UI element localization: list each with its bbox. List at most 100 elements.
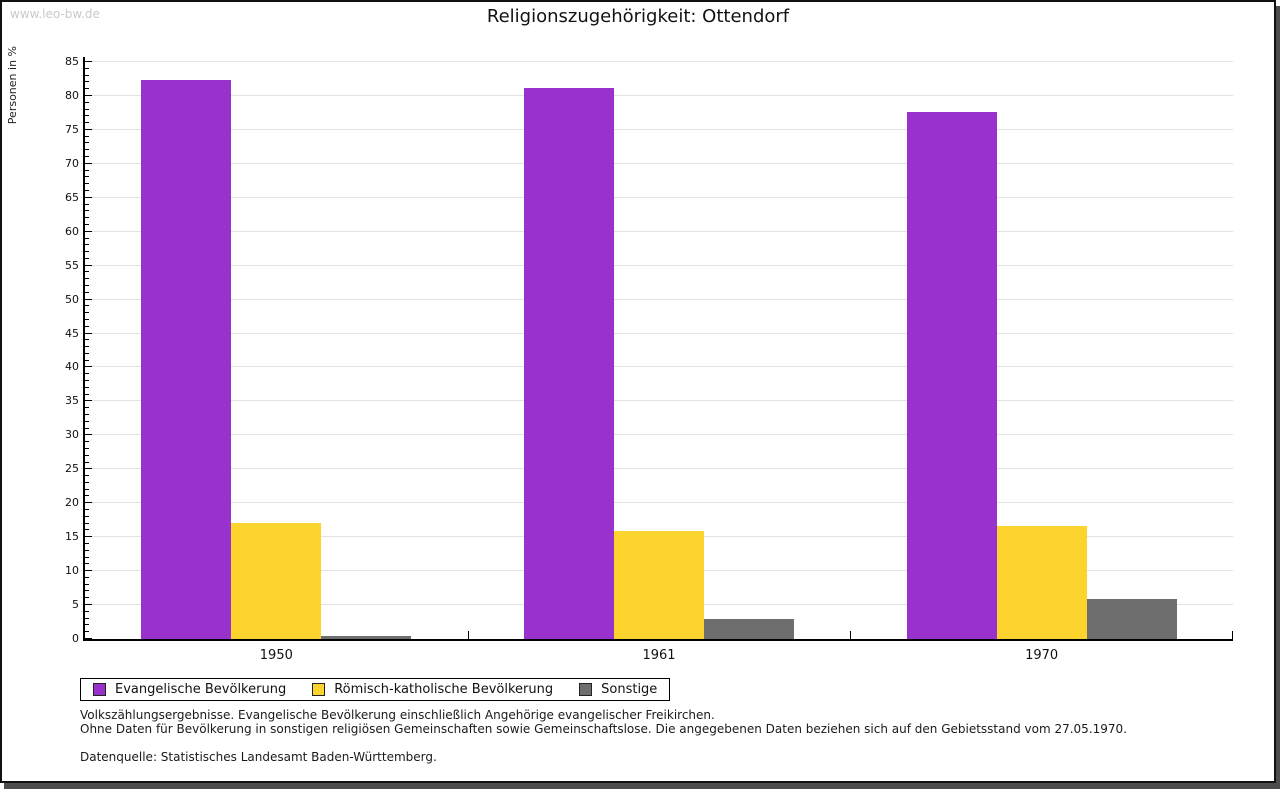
x-tick-label: 1950 — [259, 648, 293, 663]
gridline — [85, 264, 1233, 266]
y-axis-tick — [85, 237, 89, 239]
y-axis-tick — [85, 61, 92, 62]
gridline — [85, 298, 1233, 300]
legend: Evangelische Bevölkerung Römisch-katholis… — [80, 678, 671, 701]
gridline — [85, 230, 1233, 232]
y-axis-tick — [85, 529, 89, 531]
y-axis-tick — [85, 549, 89, 551]
y-axis-tick — [85, 346, 89, 348]
y-axis-tick — [85, 230, 92, 232]
y-tick-label: 75 — [65, 122, 79, 136]
y-axis-tick — [85, 176, 89, 178]
bar-1970-Evangelische Bevölkerung — [906, 111, 997, 639]
y-axis-tick — [85, 203, 89, 205]
y-axis-tick — [85, 115, 89, 117]
legend-swatch-icon — [312, 683, 326, 696]
y-axis-tick — [85, 509, 89, 511]
y-axis-label: Personen in % — [6, 46, 19, 125]
y-tick-label: 85 — [65, 55, 79, 68]
y-axis-tick — [85, 563, 89, 565]
y-axis-tick — [85, 461, 89, 463]
bar-1950-Römisch-katholische Bevölkerung — [231, 522, 322, 639]
gridline — [85, 468, 1233, 470]
data-source: Datenquelle: Statistisches Landesamt Bad… — [80, 750, 437, 764]
y-axis-tick — [85, 264, 92, 266]
y-axis-tick — [85, 74, 89, 76]
y-axis-tick — [85, 339, 89, 341]
y-tick-label: 70 — [65, 156, 79, 170]
y-axis-tick — [85, 454, 89, 456]
y-tick-label: 35 — [65, 394, 79, 408]
y-axis-tick — [85, 536, 92, 538]
y-tick-label: 10 — [65, 564, 79, 578]
y-axis-tick — [85, 590, 89, 592]
y-axis-tick — [85, 257, 89, 259]
bar-1970-Römisch-katholische Bevölkerung — [996, 526, 1087, 639]
gridline — [85, 400, 1233, 402]
watermark: www.leo-bw.de — [10, 7, 100, 21]
y-axis-tick — [85, 583, 89, 585]
x-axis-end-tick — [1232, 631, 1233, 639]
y-axis-tick — [85, 142, 89, 144]
y-axis-tick — [85, 495, 89, 497]
y-tick-label: 30 — [65, 428, 79, 442]
chart-title: Religionszugehörigkeit: Ottendorf — [486, 6, 790, 27]
y-axis-tick — [85, 407, 89, 409]
x-tick-label: 1970 — [1025, 648, 1059, 663]
y-axis-tick — [85, 271, 89, 273]
y-axis-tick — [85, 291, 89, 293]
gridline — [85, 434, 1233, 436]
y-axis-tick — [85, 94, 92, 96]
y-axis-tick — [85, 414, 89, 415]
y-axis-tick — [85, 217, 89, 219]
y-axis-tick — [85, 576, 89, 578]
y-axis-tick — [85, 420, 89, 422]
y-axis-tick — [85, 542, 89, 544]
y-tick-label: 40 — [65, 360, 79, 374]
y-axis-tick — [85, 638, 92, 639]
y-axis-tick — [85, 325, 89, 327]
gridline — [85, 128, 1233, 130]
y-axis-tick — [85, 393, 89, 395]
y-tick-label: 15 — [65, 530, 79, 544]
y-axis-tick — [85, 468, 92, 470]
y-axis-tick — [85, 108, 89, 110]
y-axis-tick — [85, 352, 89, 354]
y-axis-tick — [85, 285, 89, 287]
y-axis-tick — [85, 522, 89, 524]
y-axis-tick — [85, 149, 89, 151]
bar-1950-Evangelische Bevölkerung — [141, 79, 232, 639]
y-tick-label: 25 — [65, 462, 79, 476]
legend-swatch-icon — [579, 683, 593, 696]
legend-item: Sonstige — [579, 682, 657, 697]
y-tick-label: 45 — [65, 326, 79, 340]
y-axis-tick — [85, 88, 89, 90]
y-axis-tick — [85, 189, 89, 191]
y-axis-tick — [85, 488, 89, 490]
x-axis-tick — [850, 631, 852, 639]
y-tick-label: 55 — [65, 258, 79, 272]
plot-area: 0 5 10 15 20 25 30 35 40 45 50 55 60 65 70 75 80 85 1950 19… — [65, 55, 1233, 663]
y-tick-label: 50 — [65, 292, 79, 306]
legend-label: Römisch-katholische Bevölkerung — [334, 682, 554, 697]
bar-1970-Sonstige — [1086, 598, 1177, 639]
y-axis-tick — [85, 298, 92, 300]
y-tick-label: 5 — [72, 598, 79, 612]
y-axis-tick — [85, 366, 92, 368]
y-axis-tick — [85, 67, 89, 69]
footnote-text: Volkszählungsergebnisse. Evangelische Be… — [80, 708, 1127, 736]
gridline — [85, 366, 1233, 368]
legend-label: Evangelische Bevölkerung — [115, 682, 287, 697]
y-axis-tick — [85, 156, 89, 158]
y-axis-tick — [85, 400, 92, 402]
y-axis-tick — [85, 332, 92, 334]
y-axis-tick — [85, 196, 92, 198]
y-axis-tick — [85, 380, 89, 382]
y-axis-tick — [85, 81, 89, 83]
y-axis-tick — [85, 122, 89, 124]
legend-label: Sonstige — [601, 682, 658, 697]
gridline — [85, 94, 1233, 96]
y-axis-tick — [85, 502, 92, 504]
bar-1950-Sonstige — [321, 635, 412, 639]
y-axis-tick — [85, 312, 89, 314]
